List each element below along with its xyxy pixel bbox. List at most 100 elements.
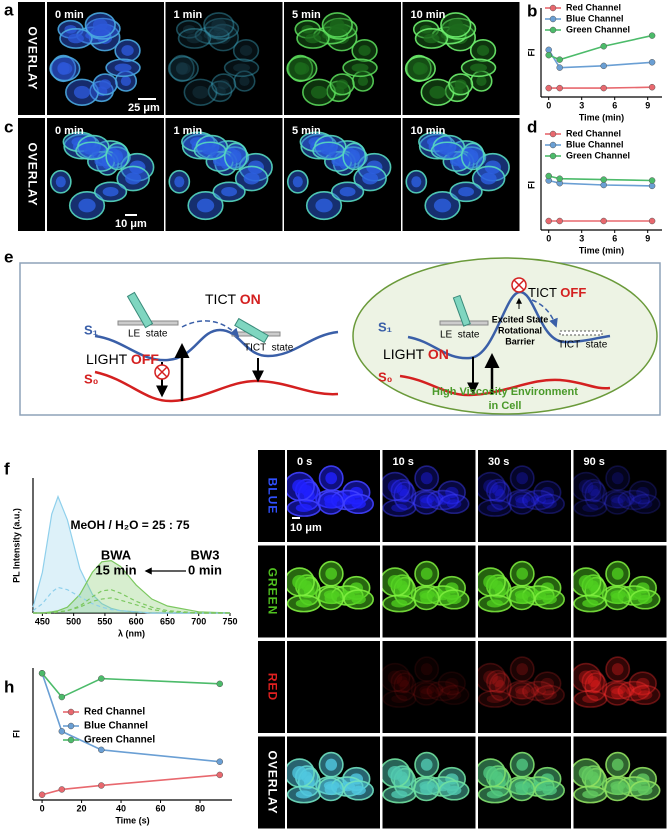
series-line: [41, 672, 220, 699]
nucleus: [445, 486, 459, 499]
nucleus: [611, 663, 624, 676]
nucleus: [243, 172, 260, 185]
nucleus: [320, 146, 337, 156]
nucleus: [221, 187, 238, 197]
nucleus: [467, 149, 479, 163]
nucleus: [626, 495, 642, 505]
nucleus: [325, 567, 338, 580]
nucleus: [483, 766, 498, 780]
nucleus: [530, 686, 547, 696]
nucleus: [120, 76, 132, 87]
marker: [216, 680, 224, 688]
cells: [478, 465, 565, 517]
cell: [437, 480, 466, 505]
nucleus: [419, 494, 436, 504]
label: LE state: [440, 330, 480, 341]
legend-label: Blue Channel: [566, 13, 624, 23]
x-axis-title: Time (min): [579, 245, 624, 255]
scale-label: 10 μm: [290, 522, 322, 534]
time-label: 0 min: [55, 125, 84, 137]
cell: [478, 498, 512, 517]
side-label-box: [18, 2, 45, 115]
series-line: [33, 560, 231, 614]
cell: [617, 680, 651, 702]
cell: [617, 489, 651, 511]
cell: [521, 489, 555, 511]
legend-marker: [67, 722, 75, 730]
x-axis-title: λ (nm): [118, 628, 145, 638]
nucleus: [391, 694, 408, 704]
cells: [405, 131, 510, 221]
image-tile: [287, 641, 380, 733]
cells: [478, 560, 565, 613]
cell: [509, 465, 535, 492]
nucleus: [637, 594, 653, 605]
nucleus: [391, 599, 408, 608]
nucleus: [516, 472, 529, 485]
cell: [390, 478, 415, 503]
cell: [605, 656, 631, 683]
nucleus: [637, 690, 653, 700]
series-line: [548, 175, 653, 182]
cell: [629, 493, 661, 515]
arrow: [181, 320, 240, 338]
nucleus: [396, 676, 408, 687]
nucleus: [578, 575, 594, 589]
nucleus: [121, 45, 134, 56]
cells: [573, 751, 661, 804]
marker: [216, 771, 224, 779]
nucleus: [636, 486, 650, 499]
legend-marker: [549, 130, 557, 138]
nucleus: [516, 567, 529, 580]
cell: [581, 669, 606, 694]
cell: [183, 78, 218, 106]
cell: [604, 490, 631, 515]
nucleus: [111, 149, 123, 163]
nucleus: [176, 62, 191, 75]
panel-label: e: [4, 247, 13, 266]
nucleus: [358, 45, 371, 56]
nucleus: [78, 198, 96, 213]
nucleus: [175, 61, 188, 75]
x-tick-label: 80: [195, 803, 205, 813]
cell: [478, 662, 506, 693]
cell: [207, 23, 239, 52]
nucleus: [336, 79, 349, 90]
environment: [352, 257, 658, 415]
image-tile: [382, 450, 476, 542]
cell: [437, 671, 466, 696]
cell: [382, 662, 411, 693]
cell: [534, 684, 565, 706]
nucleus: [419, 685, 436, 695]
nucleus: [92, 18, 108, 31]
marker: [600, 84, 607, 92]
nucleus: [292, 176, 303, 188]
nucleus: [239, 45, 253, 56]
label: Excited State: [492, 314, 549, 324]
nucleus: [99, 79, 112, 90]
time-label: 1 min: [174, 125, 203, 137]
series-line: [41, 673, 220, 763]
nucleus: [590, 679, 602, 694]
side-label: RED: [265, 673, 279, 701]
label: LIGHT: [86, 351, 128, 367]
nucleus: [454, 79, 467, 90]
cells: [382, 751, 470, 804]
cell: [533, 480, 562, 505]
nucleus: [305, 33, 321, 44]
nucleus: [329, 18, 345, 31]
nucleus: [587, 485, 599, 496]
nucleus: [348, 149, 360, 163]
x-tick-label: 9: [645, 233, 650, 243]
x-tick-label: 40: [116, 803, 126, 813]
nucleus: [391, 790, 408, 799]
nucleus: [516, 663, 529, 676]
label: TICT: [528, 285, 557, 300]
legend-label: Red Channel: [566, 2, 621, 12]
nucleus: [211, 18, 227, 31]
image-tile: [478, 450, 571, 542]
series-line: [548, 179, 653, 187]
side-label-box: [258, 641, 285, 733]
x-tick-label: 750: [222, 616, 237, 626]
legend-label: Blue Channel: [566, 139, 624, 149]
